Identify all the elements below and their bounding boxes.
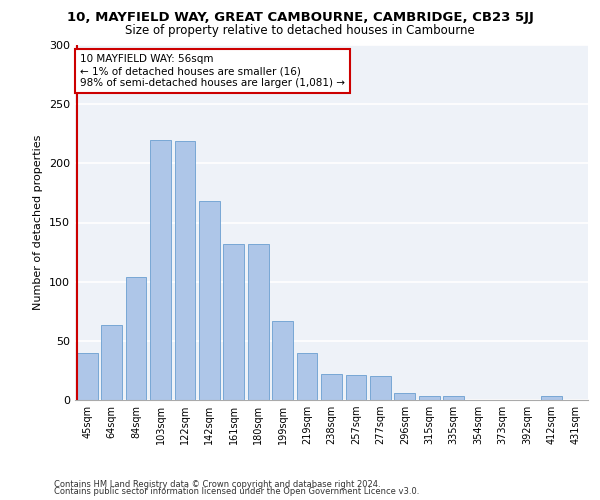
Bar (248, 244, 269, 400)
Bar (394, 393, 415, 400)
Bar (199, 201, 220, 400)
Bar (223, 244, 244, 400)
Text: 10 MAYFIELD WAY: 56sqm
← 1% of detached houses are smaller (16)
98% of semi-deta: 10 MAYFIELD WAY: 56sqm ← 1% of detached … (80, 54, 345, 88)
Bar (77, 352, 98, 400)
Bar (296, 352, 317, 400)
Bar (175, 141, 196, 400)
Bar (443, 396, 464, 400)
Text: Contains public sector information licensed under the Open Government Licence v3: Contains public sector information licen… (54, 487, 419, 496)
Bar (370, 376, 391, 400)
Bar (125, 277, 146, 400)
Bar (346, 375, 367, 400)
Bar (101, 326, 122, 400)
Bar (272, 320, 293, 400)
Bar (150, 140, 171, 400)
Bar (541, 396, 562, 400)
Y-axis label: Number of detached properties: Number of detached properties (34, 135, 43, 310)
Bar (419, 396, 440, 400)
Text: Contains HM Land Registry data © Crown copyright and database right 2024.: Contains HM Land Registry data © Crown c… (54, 480, 380, 489)
Bar (321, 374, 342, 400)
Text: Size of property relative to detached houses in Cambourne: Size of property relative to detached ho… (125, 24, 475, 37)
Text: 10, MAYFIELD WAY, GREAT CAMBOURNE, CAMBRIDGE, CB23 5JJ: 10, MAYFIELD WAY, GREAT CAMBOURNE, CAMBR… (67, 11, 533, 24)
